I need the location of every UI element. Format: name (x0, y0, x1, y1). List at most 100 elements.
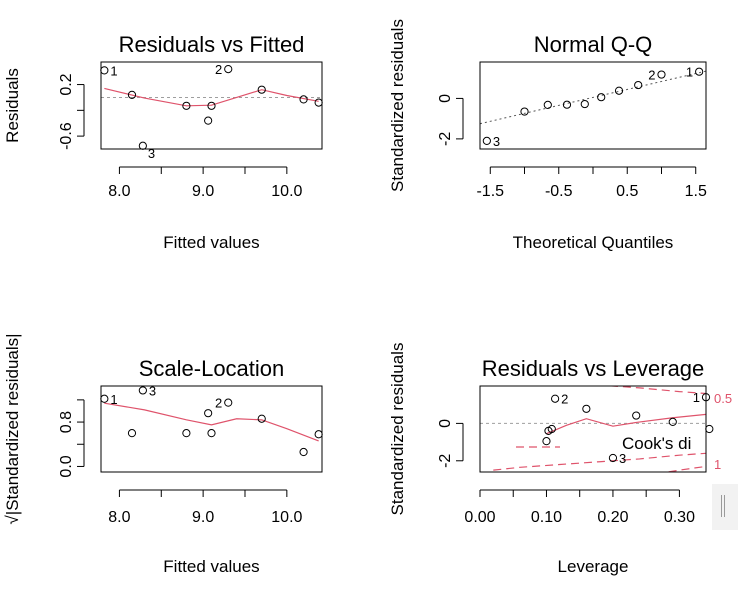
y-axis-label: Residuals (3, 68, 22, 143)
data-point (100, 66, 109, 75)
y-tick-label: -2 (437, 132, 454, 146)
qq-reference-line (480, 70, 706, 125)
point-label: 1 (110, 63, 117, 78)
cooks-distance-contour-upper-0.5 (604, 386, 706, 395)
cooks-distance-contour-lower-0.5 (493, 452, 706, 471)
pane-resize-handle[interactable] (712, 484, 738, 530)
data-point (632, 411, 641, 420)
plot-area (480, 386, 706, 472)
plot-area (101, 87, 322, 107)
panel-residuals-vs-fitted: 1 2 3 8.0 9.0 10.0 -0.6 0.2 Residuals vs Fitted F… (3, 32, 323, 252)
x-tick-label: 0.30 (664, 509, 695, 526)
x-axis-label: Theoretical Quantiles (513, 233, 674, 252)
point-label: 2 (648, 68, 655, 83)
y-tick-label: 0.0 (58, 455, 75, 477)
data-point (597, 93, 606, 102)
data-point (580, 99, 589, 109)
point-label: 1 (686, 65, 693, 80)
plot-frame (100, 61, 323, 150)
point-label: 3 (619, 451, 626, 466)
data-point (314, 430, 323, 439)
point-label: 2 (215, 396, 222, 411)
grip-icon (721, 495, 725, 517)
plot-area (480, 70, 706, 125)
plot-area (104, 402, 319, 442)
data-point (204, 409, 213, 418)
cooks-legend-label: Cook's di (622, 434, 691, 453)
x-tick-label: 0.5 (616, 183, 638, 200)
smoother-line (546, 413, 706, 435)
data-point (257, 414, 266, 423)
x-tick-label: 8.0 (108, 183, 130, 200)
data-point (257, 85, 266, 94)
smoother-line (104, 87, 319, 107)
data-point (634, 80, 643, 90)
panel-scale-location: 1 3 2 8.0 9.0 10.0 0.0 0.8 Scale-Location Fitted … (3, 333, 323, 576)
plot-frame (100, 385, 323, 473)
data-point (127, 90, 137, 99)
data-point (100, 394, 109, 403)
x-tick-label: -1.5 (476, 183, 504, 200)
x-tick-label: -0.5 (545, 183, 573, 200)
plot-frame (479, 385, 707, 473)
chart-title: Residuals vs Leverage (482, 356, 705, 381)
data-point (668, 417, 677, 426)
x-tick-label: 0.00 (464, 509, 495, 526)
chart-title: Residuals vs Fitted (119, 32, 305, 57)
point-label: 2 (215, 62, 222, 77)
data-point (614, 86, 624, 95)
data-point (705, 424, 714, 434)
x-tick-label: 8.0 (108, 509, 130, 526)
plot-frame (479, 61, 707, 150)
x-tick-label: 9.0 (192, 509, 214, 526)
data-point (182, 429, 191, 438)
data-point (299, 447, 308, 457)
data-point (207, 429, 216, 438)
y-tick-label: 0 (437, 419, 454, 428)
x-axis-label: Leverage (558, 557, 629, 576)
data-point (520, 107, 529, 116)
point-label: 1 (693, 390, 700, 405)
data-point (608, 453, 618, 463)
x-tick-label: 0.20 (597, 509, 628, 526)
x-tick-label: 10.0 (271, 509, 302, 526)
y-tick-label: 0.2 (58, 73, 75, 95)
x-tick-label: 9.0 (192, 183, 214, 200)
data-point (299, 95, 308, 104)
data-point (138, 386, 147, 395)
data-point (204, 116, 213, 125)
y-tick-label: 0 (437, 94, 454, 103)
data-point (543, 100, 552, 109)
data-point (314, 98, 323, 107)
point-label: 3 (149, 383, 156, 398)
data-point (224, 398, 233, 407)
data-point (547, 424, 556, 434)
panel-residuals-vs-leverage: 2 3 1 Cook's di 0.5 1 0.00 0.10 0.20 0.30 -2 0 Resid… (388, 343, 732, 576)
data-point (551, 394, 560, 403)
data-point (138, 141, 147, 150)
x-tick-label: 10.0 (271, 183, 302, 200)
data-point (542, 437, 551, 446)
y-tick-label: -2 (437, 454, 454, 468)
chart-title: Scale-Location (139, 356, 285, 381)
cooks-distance-contour-lower-1 (664, 465, 706, 472)
x-axis-label: Fitted values (163, 557, 259, 576)
x-tick-label: 0.10 (531, 509, 562, 526)
point-label: 1 (110, 392, 117, 407)
y-tick-label: 0.8 (58, 411, 75, 433)
point-label: 3 (148, 146, 155, 161)
x-axis-label: Fitted values (163, 233, 259, 252)
panel-normal-q-q: 3 2 1 -1.5 -0.5 0.5 1.5 -2 0 Normal Q-Q Theoretica… (388, 19, 707, 252)
data-point (582, 404, 591, 413)
data-point (182, 101, 191, 110)
data-point (127, 429, 137, 438)
y-axis-label: Standardized residuals (388, 343, 407, 516)
data-point (207, 101, 216, 110)
y-axis-label: Standardized residuals (388, 19, 407, 192)
data-point (562, 100, 572, 109)
data-point (657, 70, 666, 79)
smoother-line (104, 402, 319, 442)
point-label: 3 (493, 134, 500, 149)
cooks-contour-level-label: 1 (714, 457, 721, 472)
